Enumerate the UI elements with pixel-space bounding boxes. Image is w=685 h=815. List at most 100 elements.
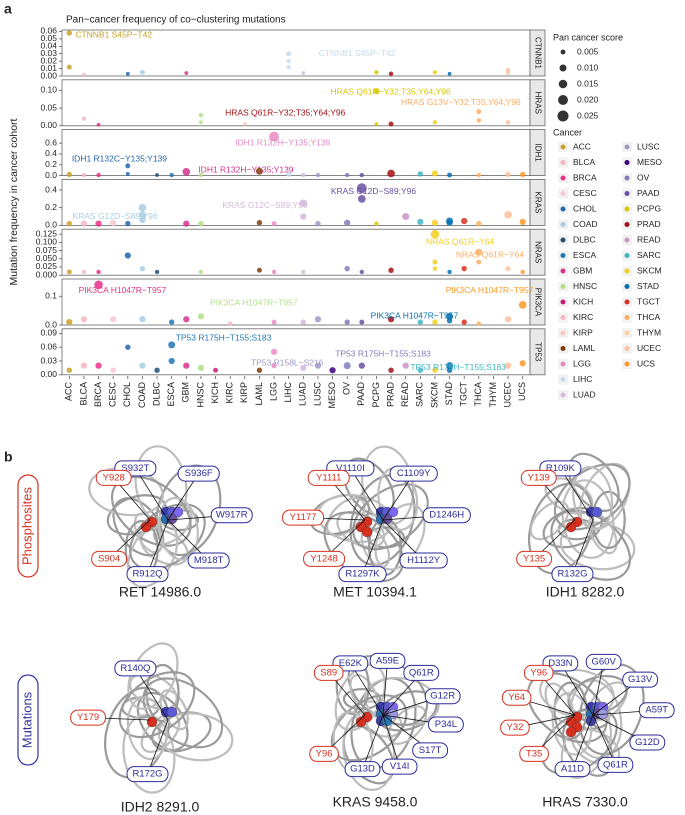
point xyxy=(168,319,175,325)
legend-key xyxy=(560,253,566,258)
point xyxy=(519,360,526,367)
residue-label: R1297K xyxy=(345,569,380,580)
residue-label: Q61R xyxy=(603,759,628,770)
leader-line xyxy=(135,668,169,721)
x-tick-label: COAD xyxy=(137,382,147,409)
facet-strip xyxy=(529,278,546,326)
residue-label: Y96 xyxy=(316,748,333,759)
facet-strip xyxy=(529,29,546,77)
point xyxy=(80,220,88,227)
point xyxy=(432,266,438,271)
facet-strip xyxy=(529,328,546,376)
point xyxy=(139,265,146,272)
annotation: CTNNB1 S45P−T42 xyxy=(75,29,152,39)
legend-key xyxy=(560,191,566,196)
chart-title: Pan−cancer frequency of co−clustering mu… xyxy=(66,15,286,26)
point xyxy=(82,72,86,77)
ribbon xyxy=(541,707,618,775)
point xyxy=(300,213,307,220)
y-tick-label: 0.4 xyxy=(45,184,57,194)
y-tick-label: 0.1 xyxy=(45,291,57,301)
legend-label: TGCT xyxy=(637,296,660,306)
point xyxy=(430,229,440,239)
structure-name: IDH1 8282.0 xyxy=(546,584,625,600)
point xyxy=(66,367,73,373)
residue-label: Y64 xyxy=(508,692,525,703)
legend-key xyxy=(624,253,630,258)
y-tick-label: 0.03 xyxy=(40,355,57,365)
point xyxy=(271,269,277,275)
residue-box xyxy=(542,655,579,672)
residue-label: Y1177 xyxy=(290,512,317,523)
leader-line xyxy=(147,519,169,575)
residue-box xyxy=(313,664,344,681)
size-legend-key xyxy=(560,49,566,55)
residue-box xyxy=(585,653,622,670)
annotation: HRAS Q61R−Y32;T35;Y64;Y96 xyxy=(330,86,451,96)
structure-name: MET 10394.1 xyxy=(333,584,417,600)
residue-box xyxy=(412,742,449,759)
point xyxy=(110,219,117,226)
point xyxy=(431,219,439,226)
residue-label: D1246H xyxy=(429,510,464,521)
facet-strip xyxy=(529,129,546,177)
point xyxy=(446,362,454,370)
annotation: PIK3CA H1047R−T957 xyxy=(371,311,459,321)
leader-line xyxy=(572,714,594,770)
legend-key xyxy=(624,361,630,367)
point xyxy=(344,265,350,272)
y-tick-label: 0.6 xyxy=(45,137,57,147)
legend-key xyxy=(624,191,630,196)
leader-line xyxy=(362,714,384,770)
legend-key xyxy=(624,160,630,165)
annotation: KRAS G12C−S89;Y96 xyxy=(222,200,308,210)
size-legend-title: Pan cancer score xyxy=(553,32,623,42)
legend-key xyxy=(560,268,566,274)
annotation: KRAS G12D−S89;Y96 xyxy=(331,186,417,196)
leader-line xyxy=(560,663,594,716)
x-tick-label: HNSC xyxy=(195,382,205,408)
y-tick-label: 0.075 xyxy=(36,245,58,255)
residue-box xyxy=(114,660,157,677)
y-tick-label: 0.02 xyxy=(40,55,57,65)
point xyxy=(446,219,453,226)
point xyxy=(518,301,527,309)
point xyxy=(447,172,453,178)
point xyxy=(300,364,307,372)
residue-box xyxy=(500,719,530,736)
y-tick-label: 0.06 xyxy=(40,26,57,36)
facet-strip xyxy=(529,79,546,127)
ribbon xyxy=(529,500,570,541)
y-axis-label: Mutation frequency in cancer cohort xyxy=(8,118,20,285)
point xyxy=(154,269,160,275)
x-tick-label: CHOL xyxy=(122,382,132,407)
leader-line xyxy=(382,660,388,716)
point xyxy=(138,211,146,219)
point xyxy=(169,172,174,178)
x-tick-label: BLCA xyxy=(78,382,88,406)
point xyxy=(388,121,394,127)
residue-label: G60V xyxy=(591,656,616,667)
point xyxy=(301,269,306,275)
residue-box xyxy=(399,552,448,569)
annotation: KRAS G12D−S89;Y96 xyxy=(72,211,158,221)
residue-box xyxy=(381,758,418,775)
annotation: TP53 R175H−T155;S183 xyxy=(335,348,431,358)
legend-key xyxy=(624,299,630,305)
row-label-box xyxy=(17,474,39,578)
residue-box xyxy=(338,566,387,583)
phospho-atom xyxy=(565,521,577,533)
y-tick-label: 0.050 xyxy=(36,253,58,263)
annotation: HRAS Q61R−Y32;T35;Y64;Y96 xyxy=(225,108,346,118)
residue-label: Y135 xyxy=(523,553,545,564)
point xyxy=(447,71,452,76)
ribbon xyxy=(122,714,176,794)
legend-label: GBM xyxy=(573,265,592,275)
y-tick-label: 0.03 xyxy=(40,48,57,58)
y-tick-label: 0.05 xyxy=(40,102,57,112)
point xyxy=(417,319,424,325)
size-legend-key xyxy=(558,95,568,105)
x-tick-label: SARC xyxy=(415,382,425,408)
residue-box xyxy=(403,664,440,681)
legend-label: LGG xyxy=(573,358,591,368)
